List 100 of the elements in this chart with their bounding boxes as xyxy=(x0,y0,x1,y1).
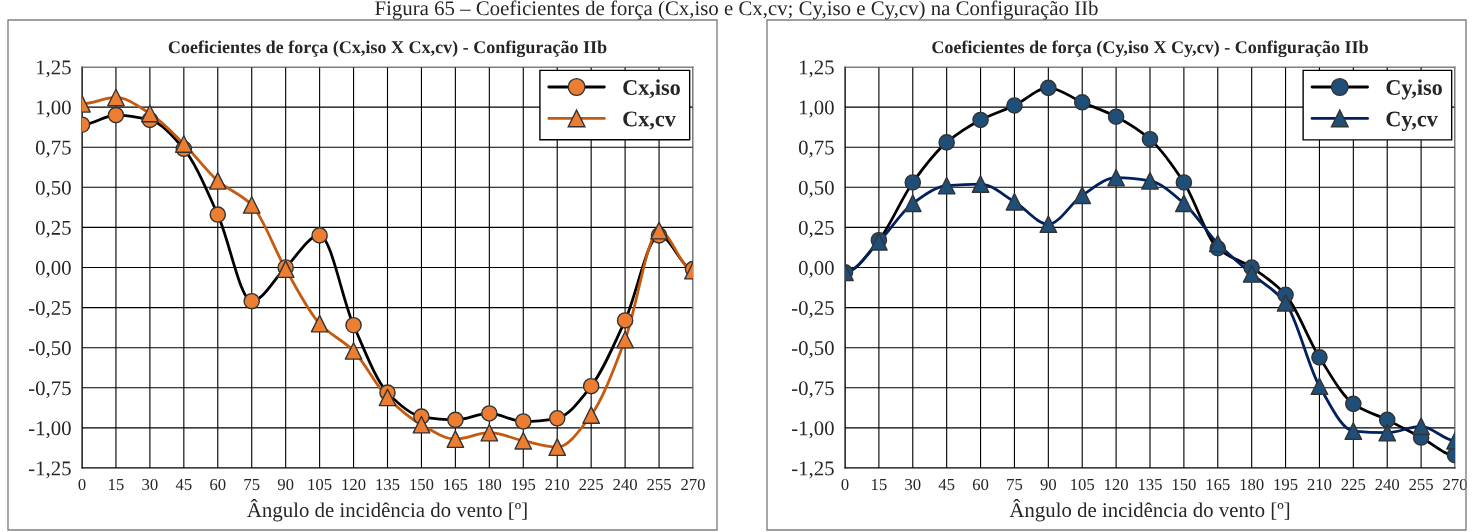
x-axis-title: Ângulo de incidência do vento [º] xyxy=(1009,499,1290,522)
y-tick-label: 1,25 xyxy=(36,60,71,78)
x-tick-label: 165 xyxy=(444,478,468,491)
y-tick-label: -0,75 xyxy=(791,381,834,399)
point xyxy=(616,330,635,349)
y-tick-label: -1,25 xyxy=(791,461,834,479)
x-tick-label: 45 xyxy=(175,479,192,491)
chart-title: Coeficientes de força (Cx,iso X Cx,cv) - Configuração IIb xyxy=(168,40,607,58)
x-tick-label: 180 xyxy=(478,478,502,491)
point xyxy=(412,415,431,434)
x-tick-label: 90 xyxy=(1040,478,1057,491)
point xyxy=(344,341,363,360)
x-tick-label: 75 xyxy=(1007,479,1023,491)
x-tick-label: 240 xyxy=(613,478,637,491)
y-tick-label: 1,00 xyxy=(36,100,71,118)
x-tick-label: 105 xyxy=(308,478,332,491)
x-tick-label: 105 xyxy=(1071,478,1095,491)
x-tick-label: 255 xyxy=(1409,478,1433,491)
point xyxy=(1073,186,1092,205)
y-tick-label: -1,00 xyxy=(791,421,834,439)
text: Figura 65 – Coeficientes de força (Cx,iso e Cx,cv; Cy,iso e Cy,cv) na Configuração IIb xyxy=(375,0,1098,20)
x-tick-label: 135 xyxy=(376,478,400,491)
point xyxy=(1005,192,1024,211)
point xyxy=(1310,377,1329,396)
point xyxy=(1344,422,1363,441)
point xyxy=(1208,234,1227,253)
x-tick-label: 0 xyxy=(78,478,86,491)
y-tick-label: -0,75 xyxy=(28,381,71,399)
point xyxy=(582,406,601,424)
x-tick-label: 195 xyxy=(512,478,536,491)
x-tick-label: 225 xyxy=(1341,478,1366,491)
point xyxy=(971,175,990,194)
x-tick-label: 195 xyxy=(1274,478,1298,491)
point xyxy=(107,88,125,107)
x-tick-label: 60 xyxy=(972,478,989,491)
x-tick-label: 30 xyxy=(905,478,921,491)
y-tick-label: -1,00 xyxy=(28,421,71,439)
point xyxy=(1174,194,1193,213)
x-tick-label: 240 xyxy=(1375,478,1400,491)
x-tick-label: 30 xyxy=(142,478,158,491)
y-tick-label: -0,25 xyxy=(791,300,834,319)
y-tick-label: 0,00 xyxy=(798,260,834,278)
x-tick-label: 270 xyxy=(681,478,705,491)
x-tick-label: 270 xyxy=(1443,478,1467,491)
point xyxy=(1107,168,1126,187)
x-tick-label: 150 xyxy=(1172,478,1196,491)
x-tick-label: 210 xyxy=(1307,478,1332,491)
point xyxy=(937,176,956,195)
point xyxy=(514,431,533,450)
point xyxy=(548,438,567,457)
y-tick-label: 0,50 xyxy=(35,180,71,198)
legend-label: Cy,cv xyxy=(1386,111,1438,132)
x-tick-label: 165 xyxy=(1206,478,1230,491)
point xyxy=(480,423,499,442)
point xyxy=(208,171,227,190)
legend-label: Cx,iso xyxy=(623,79,680,99)
point xyxy=(1039,215,1058,234)
x-tick-label: 15 xyxy=(109,478,124,491)
y-tick-label: 0,00 xyxy=(35,260,71,278)
point xyxy=(378,388,397,407)
y-tick-label: 1,25 xyxy=(799,60,834,78)
y-tick-label: -0,50 xyxy=(28,341,71,359)
x-tick-label: 75 xyxy=(244,479,260,491)
point xyxy=(242,196,261,214)
point xyxy=(140,104,159,123)
x-tick-label: 120 xyxy=(342,478,366,491)
point xyxy=(1276,293,1295,312)
x-tick-label: 45 xyxy=(938,479,955,491)
legend-label: Cy,iso xyxy=(1386,79,1442,100)
point xyxy=(1412,417,1431,436)
point xyxy=(1378,423,1397,442)
x-tick-label: 255 xyxy=(647,478,671,491)
point xyxy=(174,135,193,153)
y-tick-label: 0,25 xyxy=(35,220,71,238)
x-tick-label: 15 xyxy=(872,478,887,491)
point xyxy=(903,194,922,213)
point xyxy=(1141,171,1159,190)
x-axis-title: Ângulo de incidência do vento [º] xyxy=(247,499,527,522)
point xyxy=(650,221,668,240)
point xyxy=(1242,265,1261,283)
chart-title: Coeficientes de força (Cy,iso X Cy,cv) - Configuração IIb xyxy=(932,40,1368,58)
x-tick-label: 0 xyxy=(841,478,849,491)
x-tick-label: 210 xyxy=(545,478,570,491)
y-tick-label: -0,50 xyxy=(791,341,834,359)
x-tick-label: 135 xyxy=(1138,478,1162,491)
y-tick-label: -1,25 xyxy=(28,461,71,479)
y-tick-label: 0,75 xyxy=(35,140,71,158)
y-tick-label: -0,25 xyxy=(28,300,71,319)
legend-label: Cx,cv xyxy=(623,111,676,130)
y-tick-label: 0,50 xyxy=(798,180,834,198)
x-tick-label: 90 xyxy=(277,478,294,491)
x-tick-label: 150 xyxy=(410,478,434,491)
x-tick-label: 120 xyxy=(1105,478,1128,491)
point xyxy=(446,430,465,449)
point xyxy=(310,314,329,333)
y-tick-label: 0,75 xyxy=(798,140,834,158)
y-tick-label: 0,25 xyxy=(798,220,834,238)
y-tick-label: 1,00 xyxy=(799,100,834,118)
x-tick-label: 180 xyxy=(1240,478,1264,491)
x-tick-label: 60 xyxy=(210,478,226,491)
